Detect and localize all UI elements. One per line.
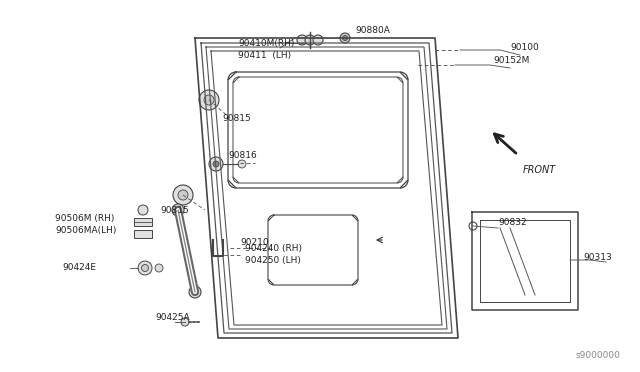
- Text: 90100: 90100: [510, 42, 539, 51]
- Bar: [134, 230, 152, 238]
- Text: 90506M (RH): 90506M (RH): [55, 214, 115, 222]
- Circle shape: [238, 160, 246, 168]
- Circle shape: [173, 185, 193, 205]
- Circle shape: [155, 264, 163, 272]
- Circle shape: [189, 286, 201, 298]
- Text: 90815: 90815: [160, 205, 189, 215]
- Circle shape: [313, 35, 323, 45]
- Text: 90832: 90832: [498, 218, 527, 227]
- Text: 90410M(RH): 90410M(RH): [238, 38, 294, 48]
- Text: 90880A: 90880A: [355, 26, 390, 35]
- Text: 90411  (LH): 90411 (LH): [238, 51, 291, 60]
- Circle shape: [204, 95, 214, 105]
- Circle shape: [141, 264, 148, 272]
- Text: 90313: 90313: [583, 253, 612, 263]
- Circle shape: [213, 161, 219, 167]
- Text: 90210: 90210: [240, 237, 269, 247]
- Circle shape: [340, 33, 350, 43]
- Circle shape: [305, 35, 315, 45]
- Circle shape: [209, 157, 223, 171]
- Circle shape: [138, 205, 148, 215]
- Circle shape: [172, 204, 184, 216]
- Circle shape: [181, 318, 189, 326]
- Text: 90425A: 90425A: [155, 314, 189, 323]
- Text: 90506MA(LH): 90506MA(LH): [55, 225, 116, 234]
- Text: s9000000: s9000000: [575, 351, 620, 360]
- Text: 90816: 90816: [228, 151, 257, 160]
- Text: 90152M: 90152M: [493, 55, 529, 64]
- Bar: [134, 218, 152, 226]
- Circle shape: [178, 190, 188, 200]
- Text: 90815: 90815: [222, 113, 251, 122]
- Text: FRONT: FRONT: [523, 165, 556, 175]
- Text: 90424E: 90424E: [62, 263, 96, 273]
- Circle shape: [342, 35, 348, 41]
- Text: 904240 (RH): 904240 (RH): [245, 244, 302, 253]
- Circle shape: [297, 35, 307, 45]
- Circle shape: [138, 261, 152, 275]
- Text: 904250 (LH): 904250 (LH): [245, 256, 301, 264]
- Circle shape: [199, 90, 219, 110]
